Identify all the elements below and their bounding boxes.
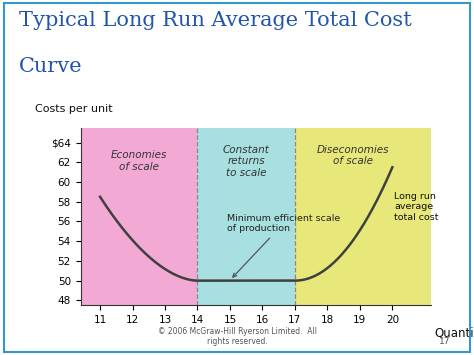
Text: Quantity: Quantity <box>435 327 474 340</box>
Text: 17: 17 <box>439 337 450 346</box>
Bar <box>198 128 295 305</box>
Text: Diseconomies
of scale: Diseconomies of scale <box>317 144 390 166</box>
Bar <box>295 128 431 305</box>
Text: Long run
average
total cost: Long run average total cost <box>394 192 438 222</box>
Bar <box>81 128 198 305</box>
Text: Constant
returns
to scale: Constant returns to scale <box>223 144 270 178</box>
Text: © 2006 McGraw-Hill Ryerson Limited.  All
rights reserved.: © 2006 McGraw-Hill Ryerson Limited. All … <box>157 327 317 346</box>
Text: Typical Long Run Average Total Cost: Typical Long Run Average Total Cost <box>19 11 412 30</box>
Text: Curve: Curve <box>19 57 82 76</box>
Text: Economies
of scale: Economies of scale <box>111 151 167 172</box>
Text: Costs per unit: Costs per unit <box>35 104 113 114</box>
Text: Minimum efficient scale
of production: Minimum efficient scale of production <box>227 214 340 277</box>
